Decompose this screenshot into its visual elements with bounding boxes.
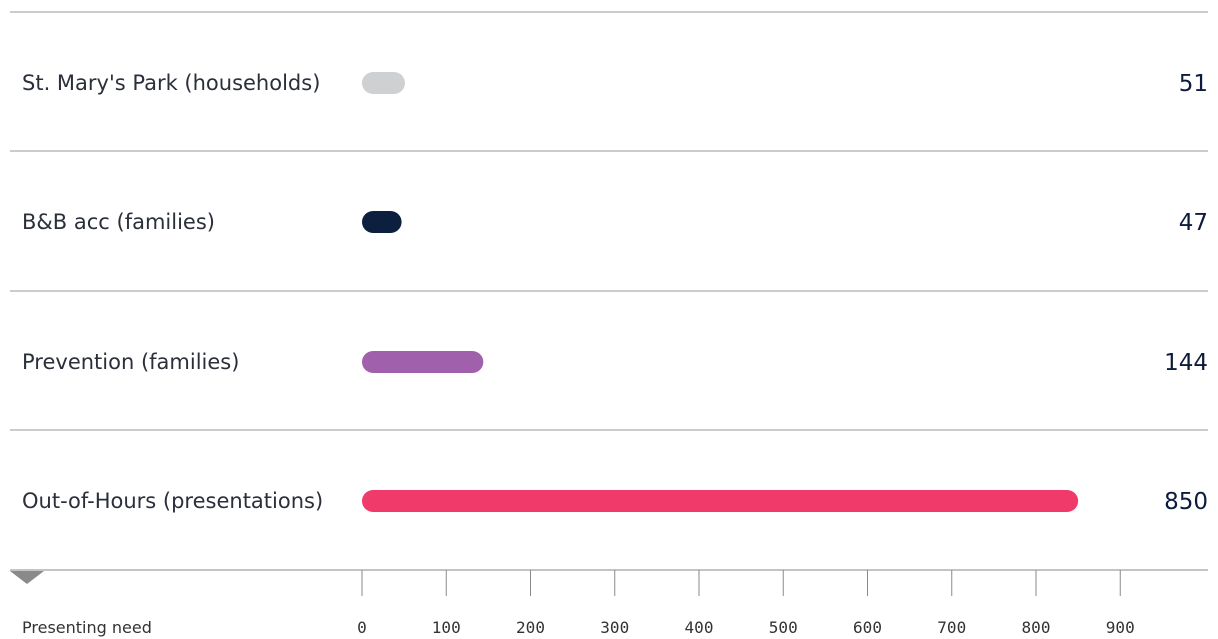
- tick-label: 800: [1022, 618, 1051, 637]
- category-label: B&B acc (families): [22, 210, 215, 234]
- bar: [362, 211, 402, 233]
- tick-label: 200: [516, 618, 545, 637]
- x-axis-title: Presenting need: [22, 618, 152, 637]
- value-label: 51: [1179, 71, 1208, 97]
- x-axis: Presenting need 0 100 200 300 400 500 600 700 80…: [10, 569, 1208, 637]
- row-separators: [10, 11, 1208, 431]
- tick-label: 900: [1106, 618, 1135, 637]
- category-label: Prevention (families): [22, 350, 239, 374]
- bar-row: Out-of-Hours (presentations) 850: [22, 489, 1208, 515]
- tick-label: 0: [357, 618, 367, 637]
- tick-label: 400: [685, 618, 714, 637]
- value-label: 144: [1164, 350, 1208, 376]
- bar: [362, 351, 484, 373]
- bar-row: Prevention (families) 144: [22, 350, 1208, 376]
- tick-label: 700: [937, 618, 966, 637]
- value-label: 850: [1164, 489, 1208, 515]
- bar: [362, 72, 405, 94]
- category-label: St. Mary's Park (households): [22, 71, 320, 95]
- tick-label: 100: [432, 618, 461, 637]
- tick-label: 500: [769, 618, 798, 637]
- bar-row: B&B acc (families) 47: [22, 210, 1208, 236]
- category-label: Out-of-Hours (presentations): [22, 489, 323, 513]
- chart-rows: St. Mary's Park (households) 51 B&B acc (f…: [22, 71, 1208, 515]
- value-label: 47: [1179, 210, 1208, 236]
- tick-label: 300: [600, 618, 629, 637]
- bar-row: St. Mary's Park (households) 51: [22, 71, 1208, 97]
- axis-marker-icon: [10, 571, 44, 584]
- tick-label: 600: [853, 618, 882, 637]
- bar: [362, 490, 1079, 512]
